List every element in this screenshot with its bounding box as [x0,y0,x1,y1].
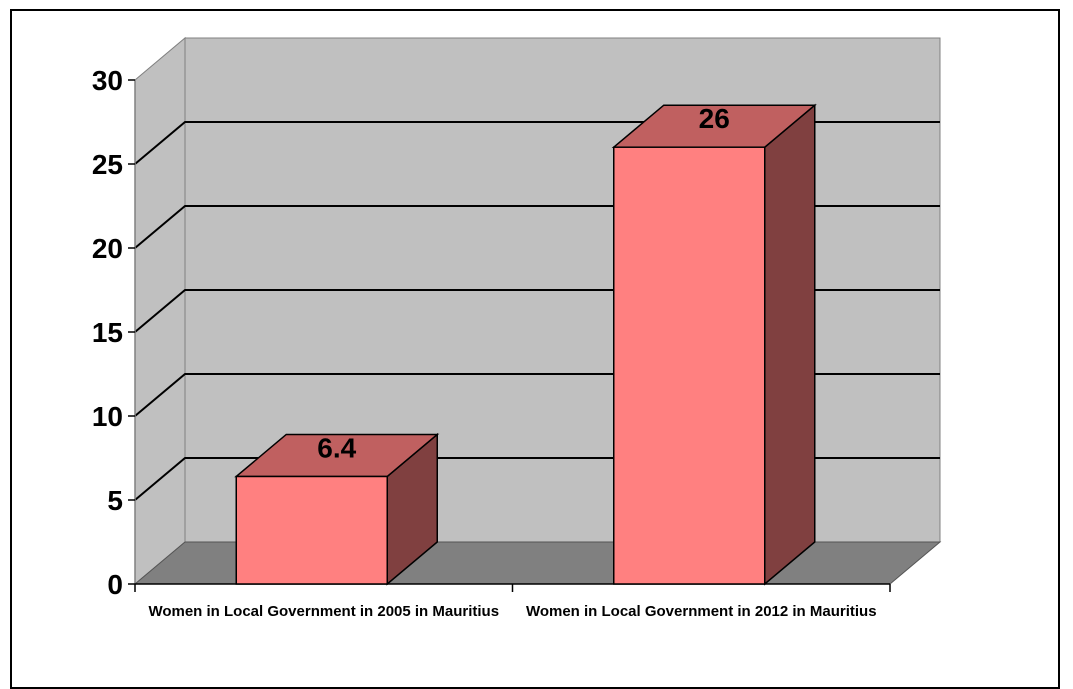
y-tick-label-10: 10 [92,401,123,432]
y-tick-label-30: 30 [92,65,123,96]
y-tick-label-25: 25 [92,149,123,180]
labels: 6.4 26 [317,103,730,463]
y-tick-label-0: 0 [107,569,123,600]
axes: 0 5 10 15 20 25 30 [92,65,891,600]
y-tick-label-5: 5 [107,485,123,516]
y-tick-label-15: 15 [92,317,123,348]
category-label-2005: Women in Local Government in 2005 in Mau… [148,603,500,620]
bars [234,103,817,586]
bar-chart: 0 5 10 15 20 25 30 6.4 26 [92,36,942,600]
bar-0 [235,475,388,585]
bar-1-side [764,103,816,586]
data-label-1: 26 [699,103,730,134]
category-label-2012: Women in Local Government in 2012 in Mau… [525,603,877,620]
bar-1 [613,146,766,585]
y-tick-label-20: 20 [92,233,123,264]
data-label-0: 6.4 [317,432,356,463]
